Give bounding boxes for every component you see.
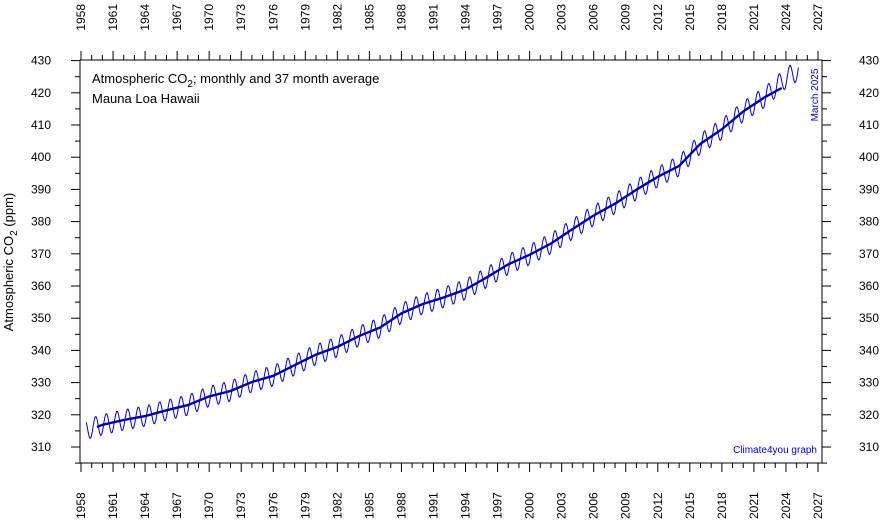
y-tick-label-left: 400: [31, 150, 51, 164]
x-tick-label-bottom: 2000: [523, 492, 537, 519]
x-tick-label-top: 1961: [106, 4, 120, 31]
x-tick-label-bottom: 1961: [106, 492, 120, 519]
x-tick-label-top: 1982: [330, 4, 344, 31]
x-tick-label-bottom: 2021: [747, 492, 761, 519]
credit-label: Climate4you graph: [733, 445, 817, 456]
y-tick-label-right: 340: [859, 343, 879, 357]
y-tick-label-right: 400: [859, 150, 879, 164]
chart-subtitle: Mauna Loa Hawaii: [92, 91, 200, 106]
average-co2-line: [96, 86, 783, 429]
x-tick-label-bottom: 2024: [779, 492, 793, 519]
x-tick-label-top: 1991: [426, 4, 440, 31]
x-tick-label-bottom: 1967: [170, 492, 184, 519]
x-tick-label-top: 2009: [619, 4, 633, 31]
x-tick-label-bottom: 2018: [715, 492, 729, 519]
y-tick-label-left: 430: [31, 54, 51, 68]
axis-ticks: [71, 51, 831, 472]
plot-frame: [79, 59, 823, 464]
x-tick-label-top: 2003: [555, 4, 569, 31]
x-tick-label-bottom: 2012: [651, 492, 665, 519]
x-tick-label-bottom: 2009: [619, 492, 633, 519]
y-tick-label-right: 330: [859, 376, 879, 390]
x-tick-label-top: 1967: [170, 4, 184, 31]
y-tick-label-right: 390: [859, 182, 879, 196]
x-tick-label-top: 2012: [651, 4, 665, 31]
x-tick-label-top: 1985: [362, 4, 376, 31]
x-tick-label-bottom: 2027: [811, 492, 825, 519]
x-tick-label-bottom: 1964: [138, 492, 152, 519]
x-tick-label-bottom: 1985: [362, 492, 376, 519]
y-tick-label-right: 370: [859, 247, 879, 261]
x-tick-label-bottom: 1991: [426, 492, 440, 519]
x-tick-label-bottom: 1988: [394, 492, 408, 519]
x-tick-label-bottom: 2015: [683, 492, 697, 519]
y-tick-label-right: 360: [859, 279, 879, 293]
x-tick-label-bottom: 1958: [74, 492, 88, 519]
y-tick-label-right: 430: [859, 54, 879, 68]
y-tick-label-right: 310: [859, 440, 879, 454]
y-tick-label-left: 340: [31, 343, 51, 357]
x-tick-label-bottom: 2006: [587, 492, 601, 519]
y-tick-label-right: 420: [859, 86, 879, 100]
y-tick-label-left: 370: [31, 247, 51, 261]
x-tick-label-top: 2006: [587, 4, 601, 31]
x-tick-label-top: 2018: [715, 4, 729, 31]
x-tick-label-bottom: 1973: [234, 492, 248, 519]
y-tick-label-left: 360: [31, 279, 51, 293]
y-tick-label-left: 390: [31, 182, 51, 196]
x-tick-label-top: 1973: [234, 4, 248, 31]
y-tick-label-right: 410: [859, 118, 879, 132]
x-tick-label-bottom: 1970: [202, 492, 216, 519]
x-tick-label-top: 2000: [523, 4, 537, 31]
x-tick-label-bottom: 1997: [491, 492, 505, 519]
x-tick-label-bottom: 1979: [298, 492, 312, 519]
x-tick-label-bottom: 1982: [330, 492, 344, 519]
x-tick-label-top: 1988: [394, 4, 408, 31]
x-tick-label-top: 2021: [747, 4, 761, 31]
y-tick-label-left: 330: [31, 376, 51, 390]
x-tick-label-top: 1997: [491, 4, 505, 31]
y-axis-label: Atmospheric CO2 (ppm): [1, 193, 20, 332]
latest-date-annotation: March 2025: [810, 68, 821, 121]
x-tick-label-top: 1994: [459, 4, 473, 31]
x-tick-label-top: 1964: [138, 4, 152, 31]
x-tick-label-top: 1958: [74, 4, 88, 31]
tick-labels: 1958 1958 1961 1961 1964 1964 1967 1967 1970 1970…: [31, 4, 879, 519]
y-tick-label-right: 380: [859, 215, 879, 229]
y-tick-label-right: 350: [859, 311, 879, 325]
y-tick-label-left: 350: [31, 311, 51, 325]
y-tick-label-left: 410: [31, 118, 51, 132]
x-tick-label-bottom: 1976: [266, 492, 280, 519]
x-tick-label-bottom: 1994: [459, 492, 473, 519]
x-tick-label-top: 2015: [683, 4, 697, 31]
y-tick-label-left: 310: [31, 440, 51, 454]
x-tick-label-top: 1976: [266, 4, 280, 31]
x-tick-label-bottom: 2003: [555, 492, 569, 519]
y-tick-label-left: 320: [31, 408, 51, 422]
x-tick-label-top: 1979: [298, 4, 312, 31]
chart-title: Atmospheric CO2; monthly and 37 month av…: [92, 71, 379, 90]
data-series: [85, 64, 799, 439]
x-tick-label-top: 1970: [202, 4, 216, 31]
x-tick-label-top: 2027: [811, 4, 825, 31]
y-tick-label-right: 320: [859, 408, 879, 422]
y-tick-label-left: 420: [31, 86, 51, 100]
y-tick-label-left: 380: [31, 215, 51, 229]
x-tick-label-top: 2024: [779, 4, 793, 31]
